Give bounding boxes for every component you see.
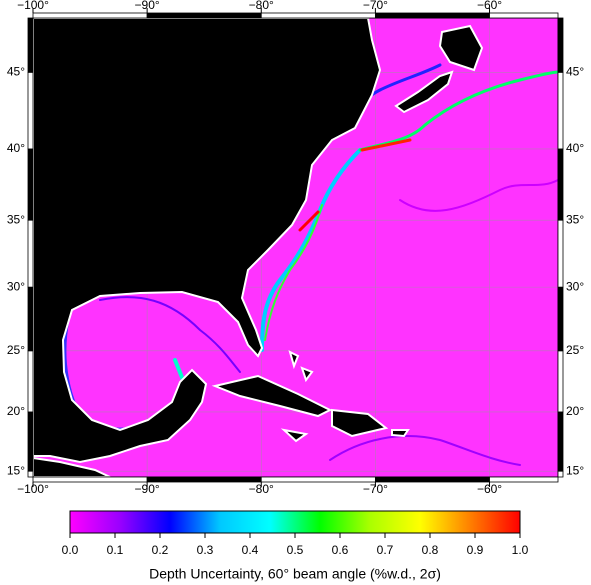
colorbar-tick-label: 0.8 [422,543,439,557]
frame-segment [260,12,376,19]
frame-segment [32,12,148,19]
frame-segment [557,17,564,73]
y-tick-label: 20° [566,404,584,418]
y-tick-label: 20° [7,404,25,418]
frame-segment [27,148,34,221]
colorbar-tick-label: 1.0 [512,543,529,557]
frame-segment [557,411,564,472]
land [33,18,484,477]
island [391,429,410,438]
frame-segment [27,286,34,352]
colorbar-tick-label: 0.6 [332,543,349,557]
colorbar-ticks: 0.0 0.1 0.2 0.3 0.4 0.5 0.6 0.7 0.8 0.9 1.0 [62,533,529,557]
streak [260,148,362,352]
frame-segment [27,219,34,288]
colorbar-tick-label: 0.5 [287,543,304,557]
colorbar-tick-label: 0.1 [107,543,124,557]
colorbar-tick-label: 0.0 [62,543,79,557]
frame-segment [260,476,376,483]
y-tick-label: 40° [7,141,25,155]
island [394,70,454,114]
island [331,408,389,438]
y-tick-label: 25° [566,343,584,357]
y-tick-label: 35° [566,212,584,226]
streak [360,138,412,152]
colorbar-tick-label: 0.2 [152,543,169,557]
streak [298,210,320,232]
x-tick-label: −100° [17,0,49,12]
x-tick-label: −60° [477,0,502,12]
frame-segment [374,12,490,19]
frame-segment [146,476,262,483]
island [280,428,309,443]
frame-segment [146,12,262,19]
y-tick-label: 30° [7,279,25,293]
frame-segment [27,411,34,472]
island [300,366,314,383]
island [438,24,484,72]
x-tick-label: −60° [477,482,502,496]
colorbar-tick-label: 0.7 [377,543,394,557]
frame-segment [374,476,490,483]
y-tick-label: 40° [566,141,584,155]
streak [264,204,323,341]
streak [329,435,521,466]
y-tick-label: 45° [566,64,584,78]
x-tick-label: −70° [363,482,388,496]
map-area [33,18,558,477]
y-tick-label: 35° [7,212,25,226]
x-tick-label: −90° [135,0,160,12]
colorbar-tick-label: 0.9 [467,543,484,557]
x-tick-label: −70° [363,0,388,12]
colorbar [69,510,521,534]
frame-segment [27,470,34,478]
frame-segment [32,476,148,483]
y-tick-label: 15° [7,463,25,477]
frame-segment [557,286,564,352]
colorbar-tick-label: 0.3 [197,543,214,557]
frame-segment [557,148,564,221]
frame-segment [27,350,34,413]
y-tick-label: 15° [566,463,584,477]
streak [358,70,558,152]
x-tick-label: −100° [17,482,49,496]
frame-segment [489,12,559,19]
colorbar-label: Depth Uncertainty, 60° beam angle (%w.d.… [149,566,441,582]
colorbar-tick-label: 0.4 [242,543,259,557]
y-tick-label: 30° [566,279,584,293]
streak [399,179,558,212]
frame-segment [27,17,34,73]
y-tick-label: 45° [7,64,25,78]
mainland [33,18,382,464]
island [288,350,300,370]
axis-ticks: −100° −100° −90° −90° −80° −80° −70° −70° −60° −6… [7,0,585,496]
streak [99,296,241,373]
x-tick-label: −90° [135,482,160,496]
fancy-frame [27,12,564,483]
island [211,374,333,418]
x-tick-label: −80° [249,482,274,496]
frame-segment [557,350,564,413]
frame-segment [489,476,559,483]
frame-segment [557,219,564,288]
x-tick-label: −80° [249,0,274,12]
y-tick-label: 25° [7,343,25,357]
frame-segment [557,470,564,478]
frame-segment [557,71,564,150]
mainland-south [33,456,111,477]
frame-segment [27,71,34,150]
